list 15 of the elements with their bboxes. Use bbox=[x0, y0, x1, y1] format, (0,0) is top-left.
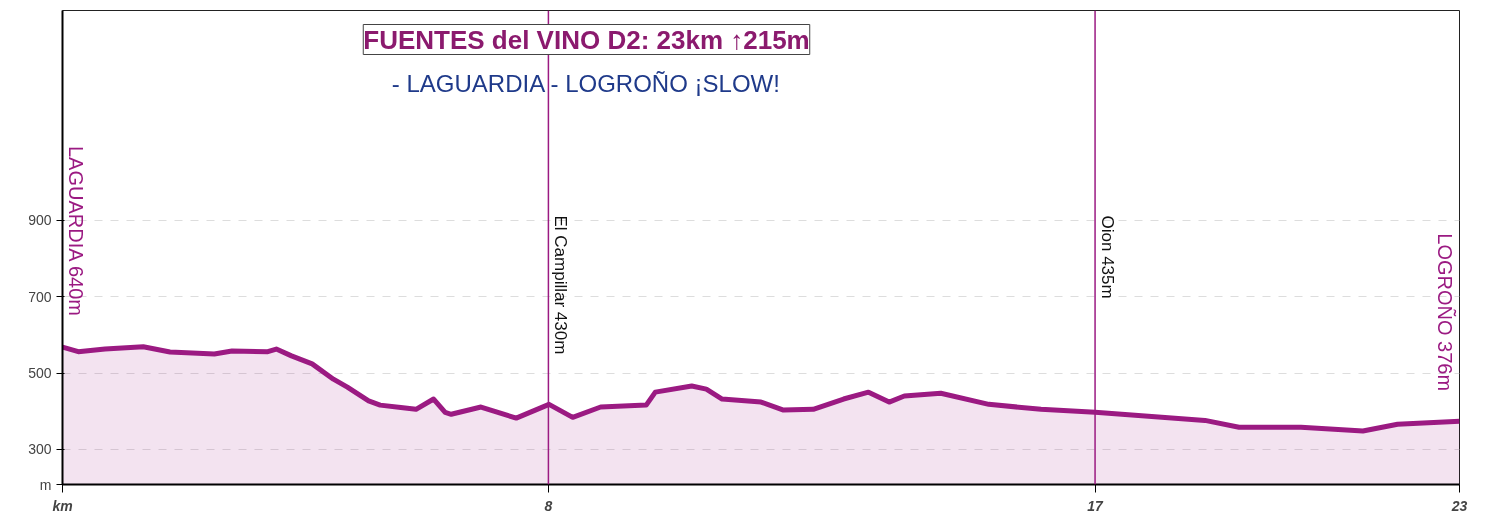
text: - LAGUARDIA - LOGROÑO ¡SLOW! bbox=[391, 69, 780, 97]
y-tick-label: 300 bbox=[28, 441, 52, 458]
ref-line-label: Oion 435m bbox=[1098, 215, 1118, 299]
annotation: LOGROÑO 376m bbox=[1433, 233, 1457, 392]
y-tick-label: 500 bbox=[28, 365, 52, 382]
y-tick-label: 900 bbox=[28, 212, 52, 229]
annotation: LAGUARDIA 640m bbox=[64, 145, 87, 317]
text: FUENTES del VINO D2: 23km ↑215m bbox=[363, 24, 810, 55]
x-tick-label: 17 bbox=[1087, 497, 1105, 514]
y-axis-title: m bbox=[39, 476, 52, 493]
y-tick-label: 700 bbox=[28, 288, 52, 305]
ref-line-label: El Campillar 430m bbox=[551, 215, 571, 355]
x-tick-label: 8 bbox=[544, 497, 553, 514]
x-tick-label: 23 bbox=[1450, 497, 1468, 514]
x-axis-title: km bbox=[52, 497, 73, 514]
